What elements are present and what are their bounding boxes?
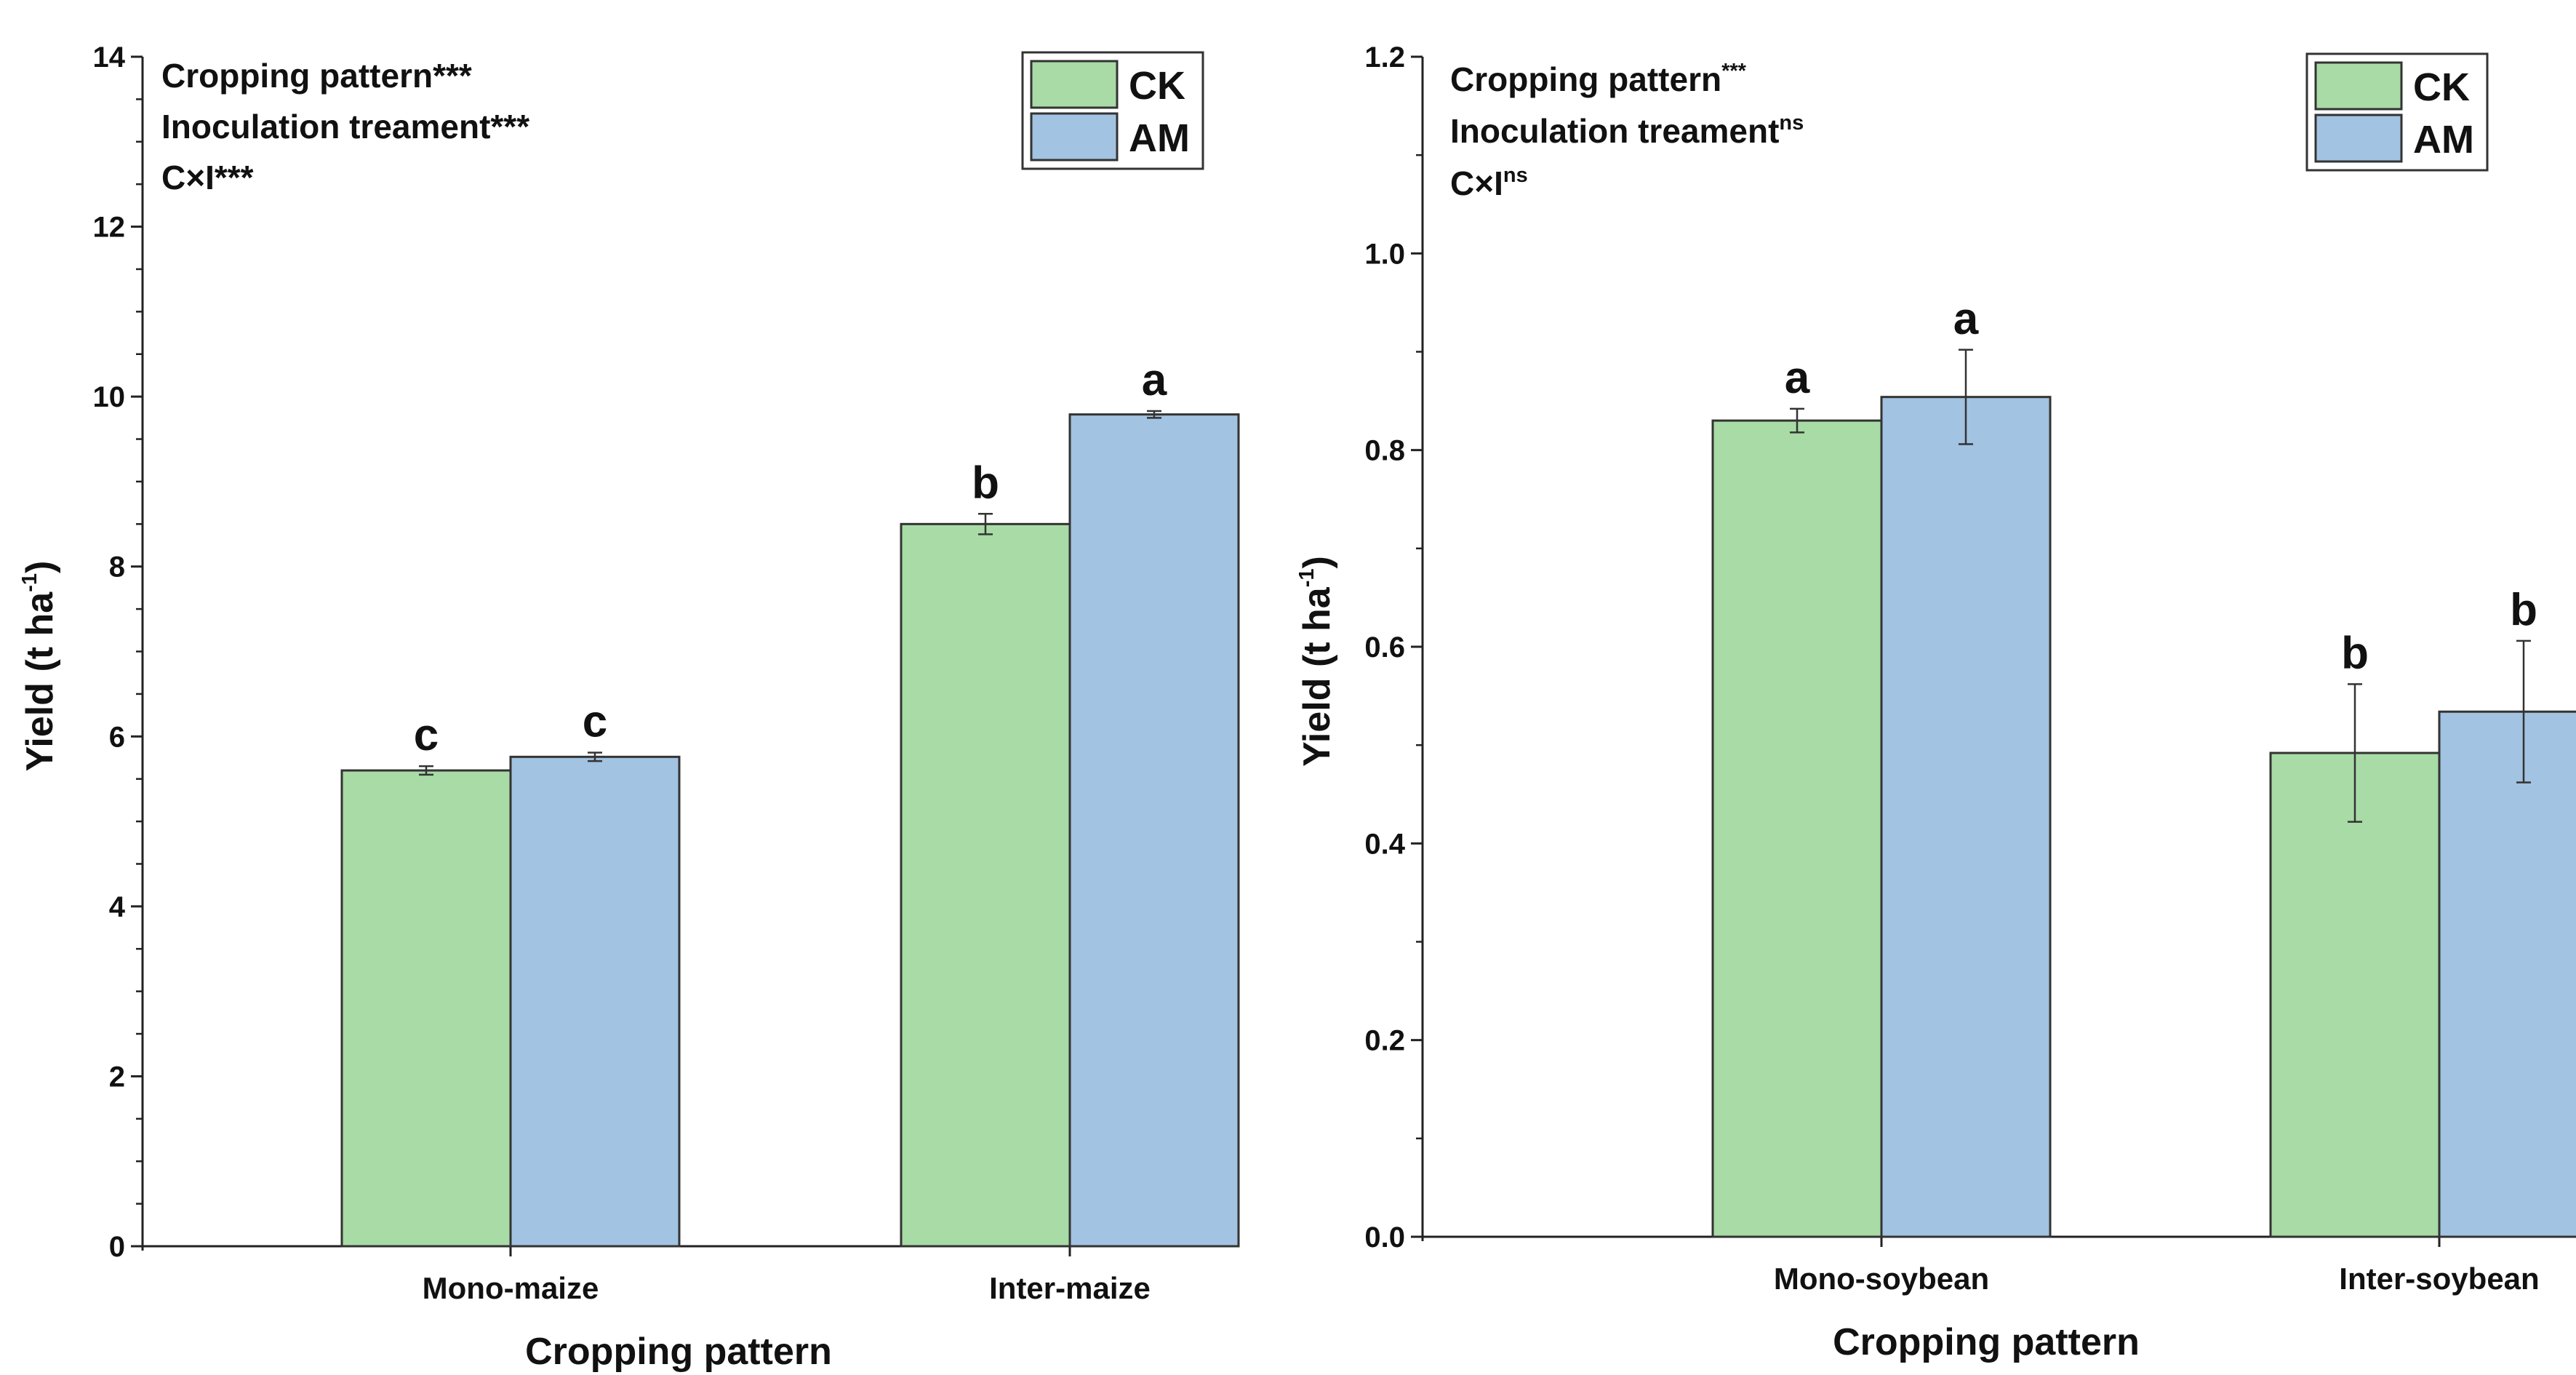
bar-ck <box>2269 752 2441 1238</box>
y-tick-label: 1.0 <box>1364 238 1405 270</box>
legend-label-ck: CK <box>1129 64 1185 108</box>
y-tick-label: 1.2 <box>1364 41 1405 73</box>
bar-ck <box>340 769 512 1248</box>
y-axis-title-text: Yield (t ha <box>19 591 61 772</box>
stat-annotation-sup: *** <box>215 159 254 196</box>
significance-letter: c <box>414 710 439 760</box>
legend-label-am: AM <box>1129 116 1190 160</box>
stat-annotation-sup: ns <box>1503 164 1528 187</box>
bar-am <box>509 755 681 1248</box>
legend-label-am: AM <box>2413 118 2474 162</box>
chart-panel-1: 0 2 4 6 8 10 12 14 Mono-maize Inter-maize c b c a Yiel… <box>18 41 1240 1373</box>
stat-annotation-sup: *** <box>1721 60 1747 83</box>
stat-annotation-text: C×I <box>1450 164 1503 202</box>
legend-swatch-ck <box>2314 61 2403 111</box>
y-tick-label: 0 <box>109 1231 125 1263</box>
y-axis-title-sup: -1 <box>18 573 41 592</box>
y-axis-title-sup: -1 <box>1295 568 1319 587</box>
stat-annotation: C×I*** <box>161 159 254 196</box>
x-tick-label: Inter-soybean <box>2339 1262 2539 1296</box>
stat-annotation-text: Cropping pattern <box>161 57 433 95</box>
y-tick-label: 4 <box>109 891 126 923</box>
x-tick-label: Inter-maize <box>989 1271 1151 1305</box>
y-tick-label: 10 <box>93 381 126 413</box>
stat-annotation: Inoculation treamentns <box>1450 111 1804 150</box>
legend-swatch-ck <box>1030 60 1119 109</box>
legend: CK AM <box>1021 51 1204 170</box>
significance-letter: a <box>1953 294 1979 344</box>
legend-swatch-am <box>2314 113 2403 163</box>
y-axis-title: Yield (t ha-1) <box>18 561 61 772</box>
y-tick-label: 0.2 <box>1364 1025 1405 1057</box>
y-axis-title: Yield (t ha-1) <box>1295 556 1338 767</box>
legend-label-ck: CK <box>2413 65 2470 109</box>
legend: CK AM <box>2305 52 2489 172</box>
y-tick-label: 0.0 <box>1364 1221 1405 1254</box>
y-tick-label: 2 <box>109 1061 125 1093</box>
y-tick-label: 0.8 <box>1364 435 1405 467</box>
y-tick-label: 0.6 <box>1364 631 1405 663</box>
stat-annotation-text: C×I <box>161 159 215 196</box>
x-tick-label: Mono-soybean <box>1774 1262 1989 1296</box>
legend-swatch-am <box>1030 112 1119 162</box>
stat-annotation: Cropping pattern*** <box>1450 60 1747 98</box>
chart-panel-2: 0.0 0.2 0.4 0.6 0.8 1.0 1.2 Mono-soybean Inter-s… <box>1295 41 2576 1363</box>
stat-annotation-sup: *** <box>433 57 472 95</box>
bar-am <box>2438 710 2576 1238</box>
significance-letter: b <box>2510 585 2537 635</box>
significance-letter: b <box>2341 628 2369 678</box>
y-axis-title-end: ) <box>1296 556 1338 568</box>
bar-ck <box>900 522 1071 1248</box>
y-tick-label: 14 <box>93 41 126 73</box>
bar-am <box>1068 413 1240 1248</box>
significance-letter: a <box>1785 353 1810 403</box>
stat-annotation-sup: ns <box>1779 111 1804 135</box>
significance-letter: a <box>1142 355 1167 405</box>
stat-annotation: C×Ins <box>1450 164 1528 202</box>
stat-annotation: Cropping pattern*** <box>161 57 472 95</box>
y-tick-label: 6 <box>109 721 125 753</box>
bar-am <box>1880 396 2052 1238</box>
x-tick-label: Mono-maize <box>423 1271 599 1305</box>
stat-annotation-text: Inoculation treament <box>1450 112 1779 150</box>
significance-letter: c <box>583 696 607 746</box>
significance-letter: b <box>972 458 999 508</box>
stat-annotation-sup: *** <box>490 108 529 146</box>
stat-annotation-text: Inoculation treament <box>161 108 490 146</box>
stat-annotation-text: Cropping pattern <box>1450 60 1721 98</box>
stat-annotation: Inoculation treament*** <box>161 108 529 146</box>
y-tick-label: 0.4 <box>1364 828 1405 860</box>
y-tick-label: 12 <box>93 212 126 244</box>
x-axis-title: Cropping pattern <box>525 1331 832 1373</box>
y-axis-title-end: ) <box>19 561 61 573</box>
bar-ck <box>1711 419 1883 1238</box>
x-axis-title: Cropping pattern <box>1833 1321 2140 1363</box>
y-axis-title-text: Yield (t ha <box>1296 586 1338 767</box>
y-tick-label: 8 <box>109 551 125 583</box>
